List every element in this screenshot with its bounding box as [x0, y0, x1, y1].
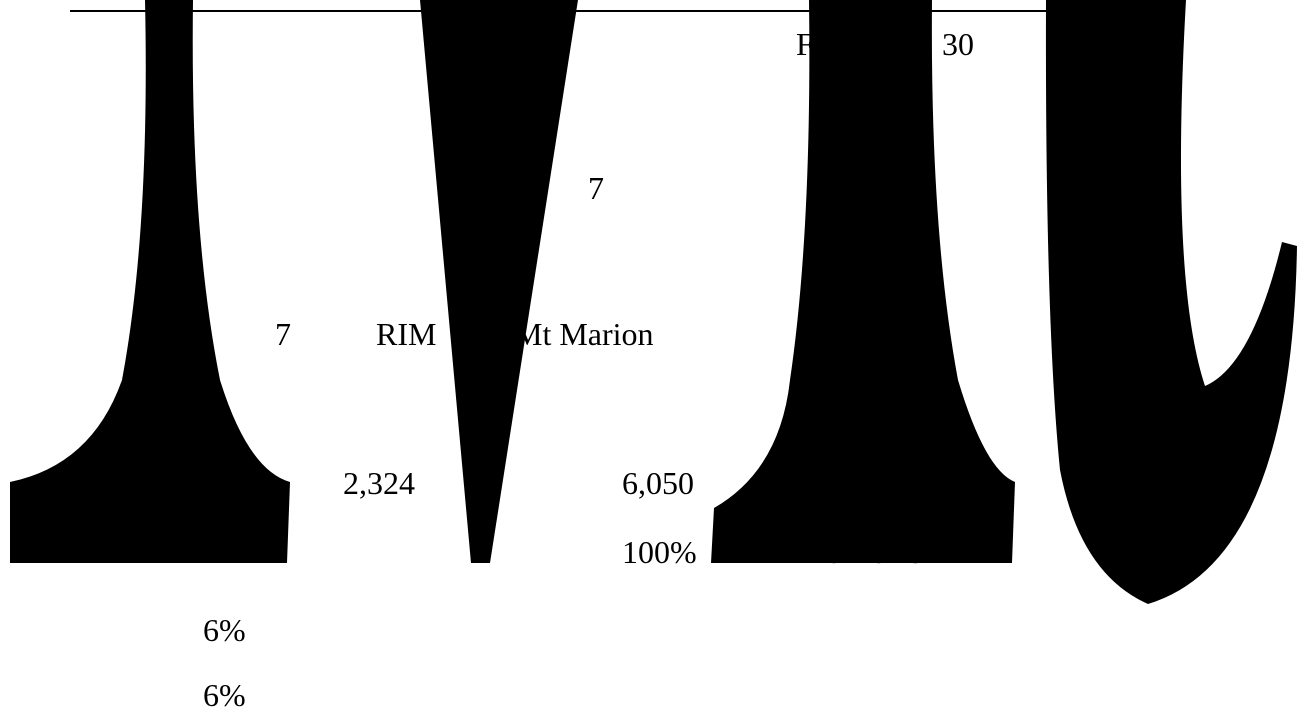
pct-100: 100% — [622, 534, 697, 570]
rim-label: RIM — [376, 316, 437, 352]
row-six: 6 — [193, 316, 209, 352]
value-6050: 6,050 — [622, 465, 694, 501]
pct-6-b: 6% — [203, 677, 246, 713]
mt-marion-label: Mt Marion — [514, 316, 654, 352]
wedge-shape — [420, 0, 578, 563]
top-right-number: 30 — [942, 26, 974, 62]
mt-marion-label-2: Mt Marion — [800, 534, 940, 570]
top-right-prefix: F — [796, 26, 814, 62]
top-rule — [70, 10, 1176, 12]
value-2324: 2,324 — [343, 465, 415, 501]
middle-stem-shape — [711, 0, 1015, 563]
seven-upper: 7 — [588, 170, 604, 206]
row-seven: 7 — [275, 316, 291, 352]
pct-6-a: 6% — [203, 612, 246, 648]
left-stem-shape — [10, 0, 290, 563]
hook-shape — [1045, 0, 1297, 604]
